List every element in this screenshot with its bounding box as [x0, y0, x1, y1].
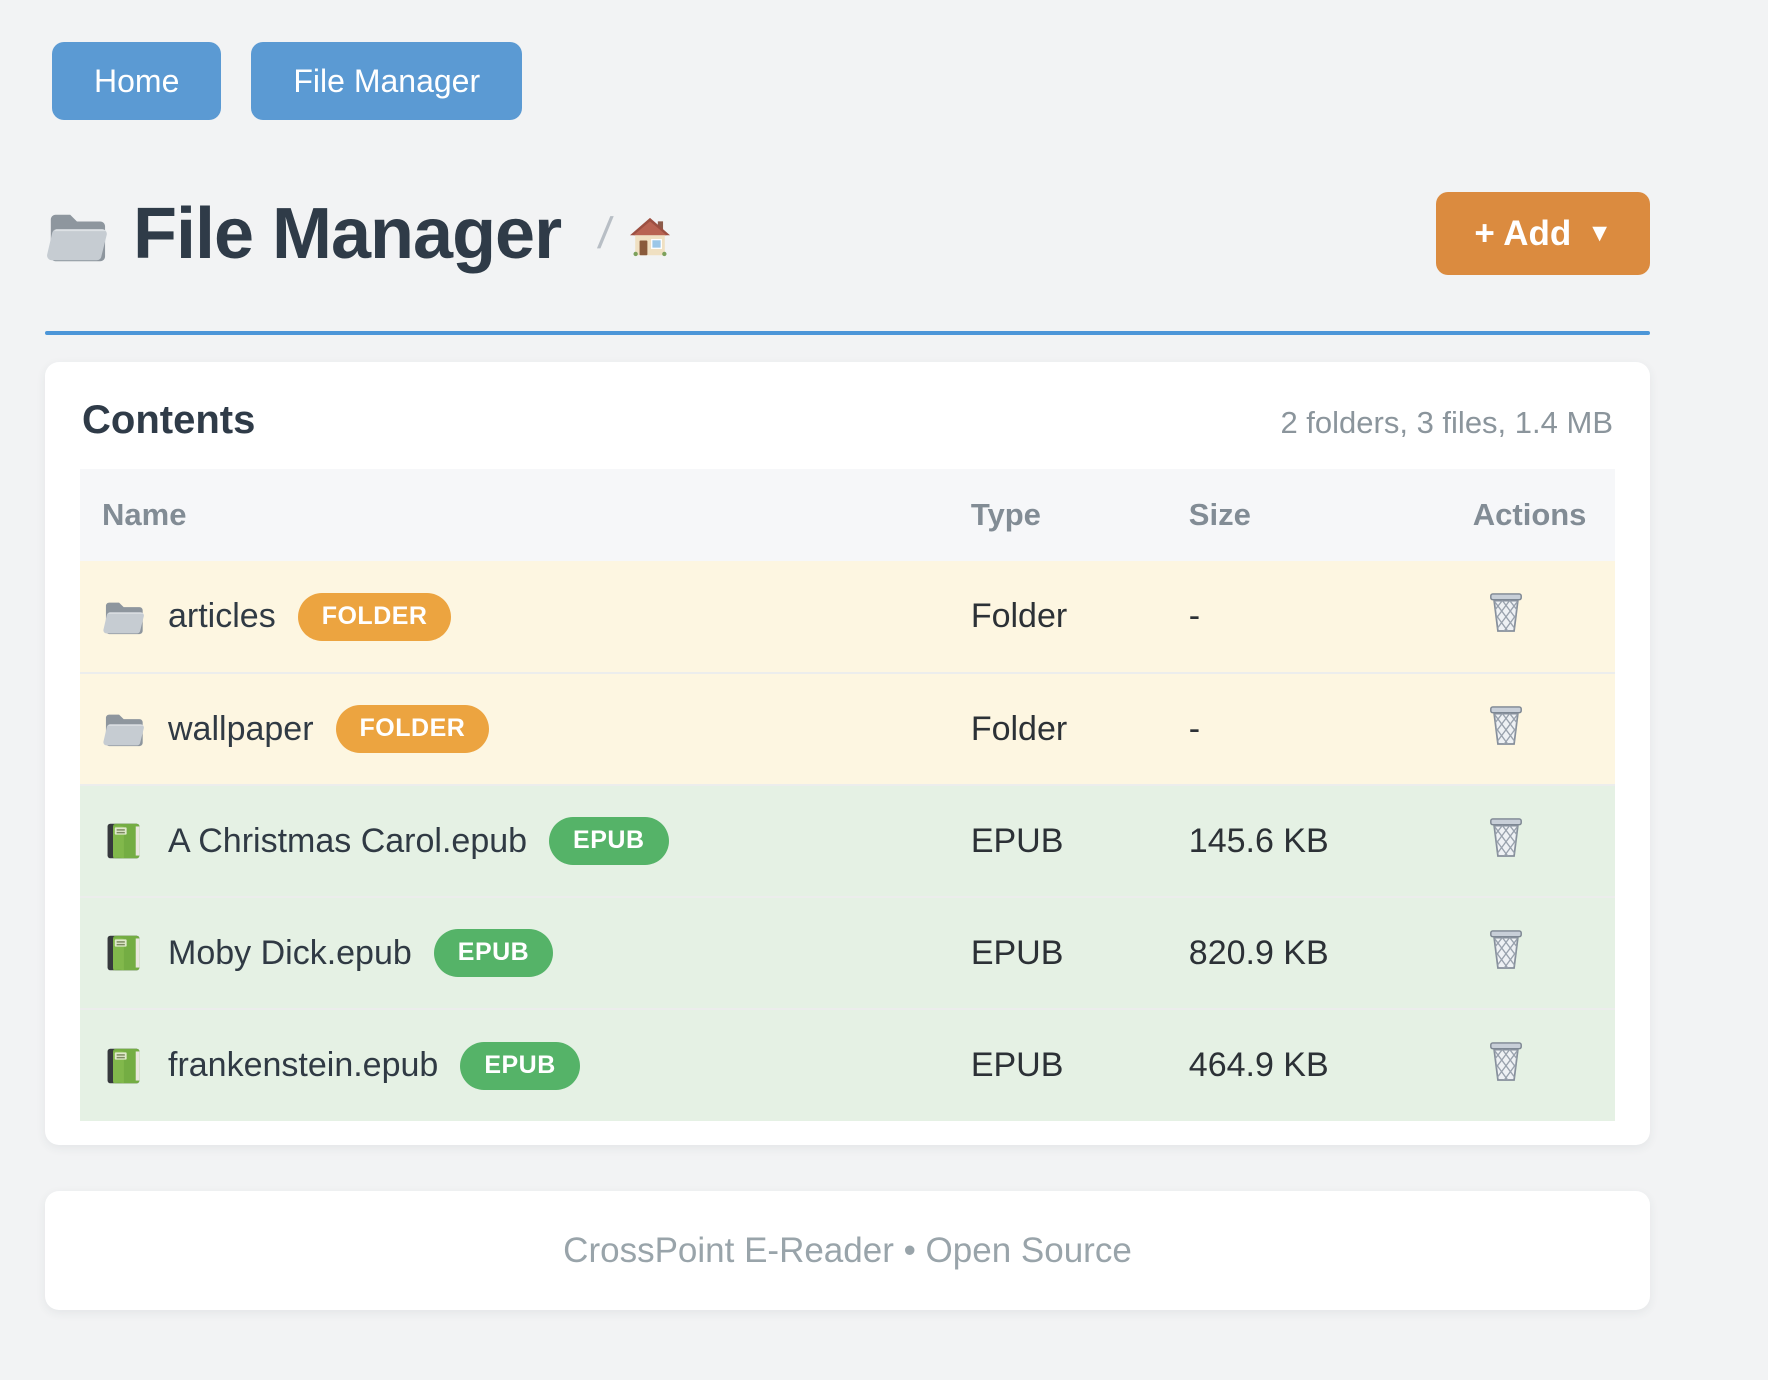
book-icon: [102, 1046, 144, 1086]
size-cell: -: [1188, 597, 1201, 635]
header-divider: [45, 331, 1650, 335]
add-button-label: + Add: [1474, 213, 1572, 253]
column-header-type: Type: [948, 469, 1167, 561]
top-nav: Home File Manager: [52, 0, 1650, 120]
name-cell: A Christmas Carol.epub EPUB: [80, 784, 949, 897]
table-row: Moby Dick.epub EPUB EPUB 820.9 KB: [80, 896, 1615, 1009]
wastebasket-icon: [1489, 929, 1522, 969]
actions-cell: [1450, 1008, 1615, 1121]
table-row: frankenstein.epub EPUB EPUB 464.9 KB: [80, 1008, 1615, 1121]
footer-text: CrossPoint E-Reader • Open Source: [563, 1230, 1132, 1270]
size-cell: -: [1166, 672, 1451, 785]
column-header-actions: Actions: [1450, 469, 1615, 561]
type-badge: EPUB: [433, 929, 554, 977]
title-wrap: File Manager /: [45, 193, 671, 275]
type-badge: EPUB: [460, 1041, 580, 1090]
nav-file-manager-button[interactable]: File Manager: [251, 42, 523, 120]
wastebasket-icon: [1489, 1042, 1522, 1081]
chevron-down-icon: ▼: [1587, 219, 1612, 247]
type-badge: FOLDER: [297, 592, 452, 641]
type-cell: Folder: [970, 597, 1068, 635]
column-header-name: Name: [80, 469, 949, 561]
size-cell: 820.9 KB: [1166, 896, 1451, 1009]
folder-icon: [102, 597, 144, 637]
delete-button[interactable]: [1487, 703, 1525, 747]
folder-icon: [102, 709, 144, 749]
contents-card: Contents 2 folders, 3 files, 1.4 MB Name…: [45, 362, 1650, 1145]
type-cell: EPUB: [948, 1008, 1167, 1121]
book-icon: [102, 821, 144, 861]
size-cell: 145.6 KB: [1166, 784, 1451, 897]
add-button[interactable]: + Add ▼: [1436, 192, 1650, 275]
nav-home-button[interactable]: Home: [52, 42, 222, 120]
page-container: Home File Manager File Manager /: [45, 0, 1650, 1310]
wastebasket-icon: [1489, 705, 1522, 745]
folder-icon: [47, 214, 107, 261]
file-name[interactable]: frankenstein.epub: [168, 1046, 439, 1084]
contents-card-header: Contents 2 folders, 3 files, 1.4 MB: [82, 398, 1613, 443]
wastebasket-icon: [1489, 593, 1522, 632]
contents-title: Contents: [82, 398, 256, 442]
table-row: wallpaper FOLDER Folder -: [80, 672, 1615, 785]
actions-cell: [1451, 561, 1615, 673]
table-row: A Christmas Carol.epub EPUB EPUB 145.6 KB: [80, 784, 1615, 897]
delete-button[interactable]: [1487, 815, 1525, 859]
actions-cell: [1450, 784, 1615, 897]
breadcrumb-home-button[interactable]: [629, 217, 671, 260]
file-name[interactable]: Moby Dick.epub: [168, 933, 412, 972]
table-header-row: Name Type Size Actions: [80, 469, 1615, 561]
type-badge: FOLDER: [335, 705, 490, 753]
contents-summary: 2 folders, 3 files, 1.4 MB: [1280, 405, 1613, 440]
file-name[interactable]: wallpaper: [168, 709, 314, 748]
page-title: File Manager: [133, 193, 562, 274]
actions-cell: [1450, 896, 1615, 1009]
actions-cell: [1450, 672, 1615, 785]
type-cell: EPUB: [948, 784, 1167, 897]
delete-button[interactable]: [1487, 927, 1525, 971]
type-cell: EPUB: [948, 896, 1167, 1009]
book-icon: [102, 933, 144, 973]
name-cell: wallpaper FOLDER: [80, 672, 949, 785]
size-cell: 464.9 KB: [1166, 1008, 1451, 1121]
file-name[interactable]: A Christmas Carol.epub: [168, 821, 528, 860]
file-name[interactable]: articles: [168, 597, 276, 635]
wastebasket-icon: [1489, 817, 1522, 857]
type-cell: Folder: [948, 672, 1167, 785]
delete-button[interactable]: [1487, 590, 1525, 634]
type-badge: EPUB: [549, 817, 669, 865]
delete-button[interactable]: [1487, 1039, 1525, 1083]
page-header: File Manager / + Add ▼: [45, 192, 1650, 275]
name-cell: articles FOLDER: [80, 561, 949, 673]
column-header-size: Size: [1166, 469, 1451, 561]
name-cell: frankenstein.epub EPUB: [80, 1008, 949, 1121]
breadcrumb-separator: /: [595, 208, 615, 258]
footer-card: CrossPoint E-Reader • Open Source: [45, 1191, 1650, 1310]
table-row: articles FOLDER Folder -: [80, 561, 1615, 673]
file-table: Name Type Size Actions articles FOLDER Fol…: [80, 469, 1615, 1121]
name-cell: Moby Dick.epub EPUB: [80, 896, 949, 1009]
home-icon: [630, 217, 671, 257]
